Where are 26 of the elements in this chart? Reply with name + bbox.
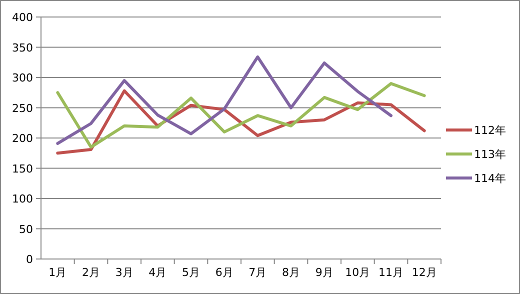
- x-tick-label: 7月: [248, 266, 267, 279]
- x-tick-label: 2月: [82, 266, 100, 279]
- x-tick-label: 6月: [215, 266, 234, 279]
- x-tick-label: 1月: [48, 266, 67, 279]
- x-tick-label: 10月: [345, 266, 370, 279]
- x-tick-label: 3月: [115, 266, 134, 279]
- line-series: [56, 82, 426, 149]
- legend-label: 114年: [474, 172, 506, 185]
- y-tick-label: 150: [12, 162, 33, 176]
- line-series: [56, 55, 392, 145]
- x-tick-label: 11月: [378, 266, 404, 279]
- y-tick-label: 300: [12, 72, 33, 84]
- x-tick-label: 12月: [412, 266, 437, 279]
- y-tick-label: 400: [12, 11, 33, 24]
- y-tick-label: 0: [26, 253, 33, 266]
- legend-label: 113年: [474, 148, 506, 161]
- x-tick-label: 8月: [282, 266, 300, 279]
- legend-label: 112年: [474, 124, 506, 137]
- y-tick-label: 50: [19, 222, 33, 236]
- x-tick-label: 4月: [148, 266, 167, 279]
- y-tick-label: 350: [12, 41, 33, 54]
- y-tick-label: 100: [12, 192, 33, 206]
- x-tick-label: 5月: [182, 266, 200, 279]
- y-tick-label: 200: [12, 132, 33, 145]
- y-tick-label: 250: [12, 102, 33, 115]
- x-tick-label: 9月: [315, 266, 334, 279]
